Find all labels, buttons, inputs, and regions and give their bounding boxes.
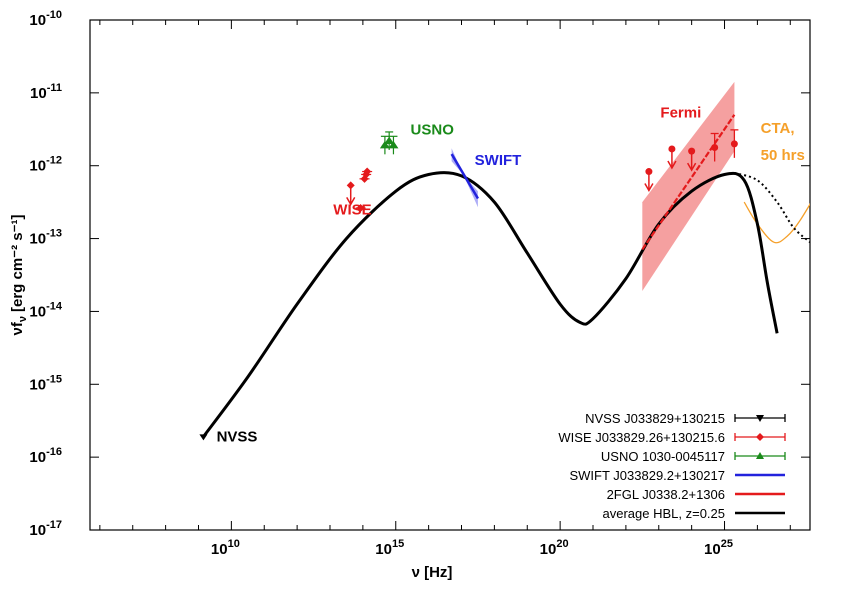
- fermi-butterfly-band: [642, 81, 735, 292]
- usno-point: [388, 140, 399, 149]
- y-tick-label: 10-10: [29, 9, 62, 29]
- annotation-fermi: Fermi: [660, 105, 701, 122]
- y-axis-title-unit: [erg cm⁻² s⁻¹]: [9, 215, 26, 313]
- annotation-nvss: NVSS: [217, 429, 258, 446]
- usno-point: [384, 136, 395, 144]
- fermi-upper-limit-arrow-head: [644, 183, 654, 193]
- usno-point: [379, 140, 390, 149]
- fermi-upper-limit-arrow-head: [686, 162, 697, 172]
- plot-area: [199, 81, 810, 441]
- y-tick-labels: 10-10 10-11 10-12 10-13 10-14 10-15 10-16 10-17: [29, 9, 62, 539]
- plot-frame: [89, 19, 811, 531]
- swift-powerlaw-line: [450, 153, 480, 200]
- annotation-50-hrs: 50 hrs: [761, 147, 805, 164]
- legend: NVSS J033829+130215 WISE J033829.26+13021…: [558, 411, 786, 521]
- legend-label: NVSS J033829+130215: [585, 411, 725, 426]
- legend-swatch-marker: [756, 452, 764, 459]
- y-tick-label: 10-17: [29, 519, 62, 539]
- legend-swatch-marker: [756, 433, 764, 441]
- y-tick-label: 10-15: [29, 373, 62, 393]
- legend-label: 2FGL J0338.2+1306: [607, 487, 725, 502]
- hbl-extrapolation-curve: [734, 172, 810, 243]
- fermi-upper-limit-arrow-head: [667, 160, 677, 170]
- y-axis-title-sub: ν: [17, 316, 29, 322]
- y-tick-label: 10-13: [29, 228, 62, 248]
- annotation-cta: CTA,: [761, 120, 795, 137]
- x-tick-labels: 1010 1015 1020 1025: [211, 538, 733, 558]
- y-tick-label: 10-14: [29, 300, 62, 320]
- axis-ticks: [90, 19, 810, 531]
- y-tick-label: 10-16: [29, 446, 62, 466]
- y-tick-label: 10-11: [30, 82, 62, 102]
- hbl-model-curve: [202, 171, 779, 438]
- x-tick-label: 1015: [375, 538, 404, 558]
- x-tick-label: 1010: [211, 538, 240, 558]
- nvss-point: [199, 434, 208, 441]
- fermi-powerlaw-line: [641, 114, 736, 251]
- legend-label: USNO 1030-0045117: [601, 449, 725, 464]
- data-markers: [199, 129, 739, 441]
- annotation-usno: USNO: [411, 121, 455, 138]
- annotation-swift: SWIFT: [475, 152, 522, 169]
- y-tick-label: 10-12: [29, 155, 62, 175]
- x-tick-label: 1020: [540, 538, 569, 558]
- x-axis-title: ν [Hz]: [412, 564, 453, 581]
- x-tick-label: 1025: [704, 538, 733, 558]
- y-axis-title: νfν [erg cm⁻² s⁻¹]: [9, 215, 29, 336]
- legend-swatch-marker: [756, 415, 764, 422]
- legend-label: average HBL, z=0.25: [603, 506, 726, 521]
- legend-label: WISE J033829.26+130215.6: [558, 430, 725, 445]
- wise-upper-limit-arrow-head: [346, 197, 356, 206]
- annotation-wise: WISE: [333, 201, 371, 218]
- annotations: WISE USNO SWIFT Fermi CTA, 50 hrs NVSS: [217, 105, 805, 446]
- y-axis-title-main: νf: [9, 321, 26, 335]
- legend-label: SWIFT J033829.2+130217: [569, 468, 725, 483]
